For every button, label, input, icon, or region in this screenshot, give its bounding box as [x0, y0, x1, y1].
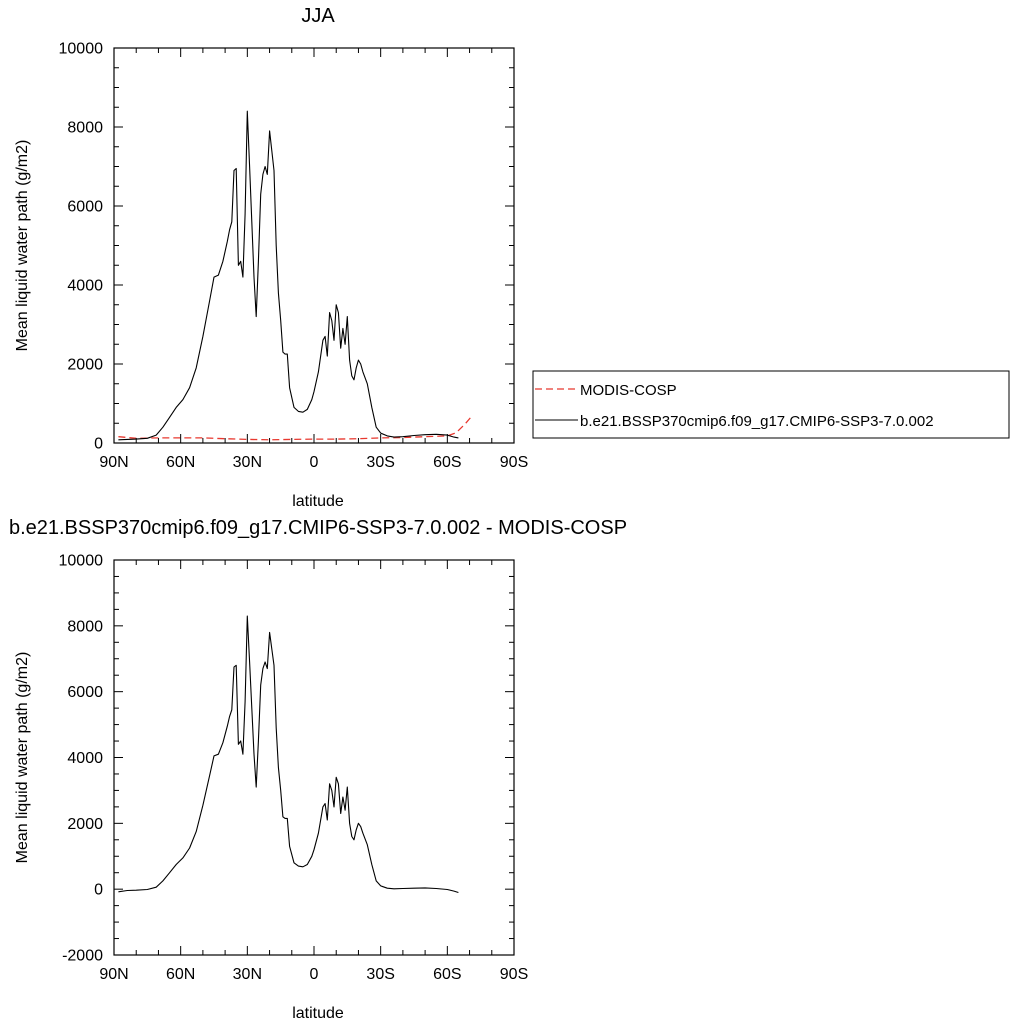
panel1-series-0-line — [118, 415, 473, 441]
panel2-x-tick-label: 30N — [233, 966, 262, 983]
legend: MODIS-COSP b.e21.BSSP370cmip6.f09_g17.CM… — [532, 370, 1010, 439]
panel2-x-tick-label: 60N — [166, 966, 195, 983]
panel1-y-tick-label: 8000 — [67, 120, 103, 137]
panel1-x-tick-labels: 90N 60N 30N 0 30S 60S 90S — [99, 454, 528, 471]
panel1-y-tick-label: 10000 — [59, 41, 104, 58]
panel2-x-tick-label: 0 — [310, 966, 319, 983]
panel2-plot: -2000 0 2000 4000 6000 8000 10000 90N 60N 30N 0 30… — [59, 553, 529, 984]
panel2-x-tick-labels: 90N 60N 30N 0 30S 60S 90S — [99, 966, 528, 983]
legend-label-modis: MODIS-COSP — [580, 382, 677, 399]
panel1-y-tick-label: 2000 — [67, 357, 103, 374]
panel1-y-tick-label: 4000 — [67, 278, 103, 295]
panel1-frame — [113, 47, 515, 444]
panel1-x-axis-label: latitude — [292, 493, 344, 510]
panel2-y-tick-label: 10000 — [59, 553, 104, 570]
panel2-y-axis-label: Mean liquid water path (g/m2) — [14, 652, 31, 864]
legend-box — [532, 370, 1010, 439]
panel1-y-axis-label: Mean liquid water path (g/m2) — [14, 140, 31, 352]
panel2-y-tick-label: -2000 — [62, 948, 103, 965]
panel1-series-1-line — [118, 110, 459, 441]
panel1-x-tick-label: 30N — [233, 454, 262, 471]
panel1-x-tick-label: 30S — [366, 454, 394, 471]
panel2-lines — [118, 615, 459, 894]
panel1-ticks — [113, 47, 515, 444]
panel2-y-tick-label: 2000 — [67, 816, 103, 833]
legend-label-model: b.e21.BSSP370cmip6.f09_g17.CMIP6-SSP3-7.… — [580, 413, 934, 430]
panel2-y-tick-label: 6000 — [67, 684, 103, 701]
panel2-y-tick-label: 0 — [94, 882, 103, 899]
panel1-x-tick-label: 0 — [310, 454, 319, 471]
panel2-ticks — [113, 559, 515, 956]
panel2-x-axis-label: latitude — [292, 1005, 344, 1022]
panel2-x-tick-label: 60S — [433, 966, 461, 983]
panel1-y-tick-labels: 0 2000 4000 6000 8000 10000 — [59, 41, 104, 453]
panel2-y-tick-label: 4000 — [67, 750, 103, 767]
panel1-x-tick-label: 90S — [500, 454, 528, 471]
panel1-y-tick-label: 6000 — [67, 199, 103, 216]
panel1-y-tick-label: 0 — [94, 436, 103, 453]
panel1-x-tick-label: 90N — [99, 454, 128, 471]
panel2-x-tick-label: 90S — [500, 966, 528, 983]
panel2-title: b.e21.BSSP370cmip6.f09_g17.CMIP6-SSP3-7.… — [9, 517, 627, 539]
panel2-y-tick-label: 8000 — [67, 618, 103, 635]
panel1-x-tick-label: 60S — [433, 454, 461, 471]
panel2-frame — [113, 559, 515, 956]
panel2-y-tick-labels: -2000 0 2000 4000 6000 8000 10000 — [59, 553, 104, 965]
panel1-lines — [118, 110, 473, 441]
panel2-x-tick-label: 30S — [366, 966, 394, 983]
panel1-title: JJA — [301, 5, 335, 27]
panel2-x-tick-label: 90N — [99, 966, 128, 983]
panel2-series-0-line — [118, 615, 459, 894]
panel1-x-tick-label: 60N — [166, 454, 195, 471]
